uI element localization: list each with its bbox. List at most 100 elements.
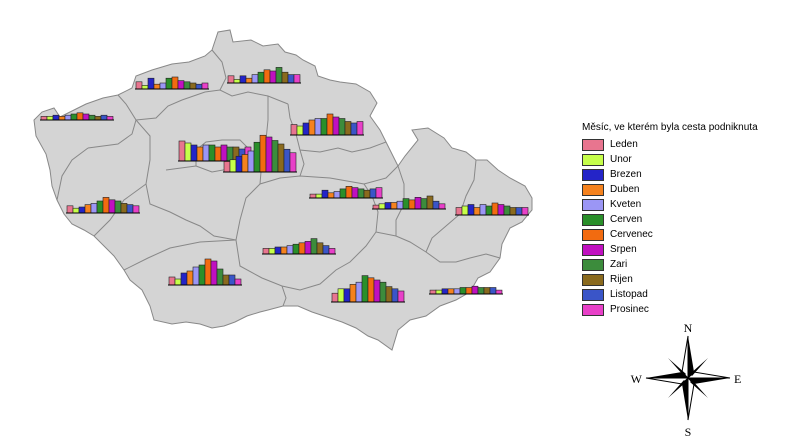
bar-chart-jihocesky <box>168 258 242 286</box>
legend-label: Prosinec <box>610 304 649 315</box>
bar <box>180 272 188 286</box>
bar <box>320 118 328 136</box>
bar <box>184 142 192 162</box>
bar <box>432 200 440 210</box>
bar <box>239 75 247 84</box>
bar <box>108 199 116 214</box>
bar <box>275 67 283 84</box>
bar <box>333 191 341 199</box>
compass-east-label: E <box>734 372 741 386</box>
legend-item: Srpen <box>582 242 787 257</box>
bar <box>302 122 310 136</box>
bar <box>316 242 324 255</box>
bar <box>229 159 237 173</box>
legend-swatch <box>582 153 604 166</box>
bar <box>338 118 346 136</box>
compass-arm-icon <box>682 378 688 420</box>
bar <box>257 71 265 84</box>
bar <box>479 204 487 216</box>
bar <box>339 188 347 199</box>
bar <box>234 278 242 286</box>
bar <box>72 207 80 214</box>
bar <box>497 204 505 216</box>
bar <box>280 246 288 255</box>
bar <box>489 287 497 295</box>
bar <box>70 113 78 121</box>
bar <box>274 246 282 255</box>
bar-chart-zlinsky <box>429 285 503 295</box>
bar <box>102 197 110 214</box>
legend-label: Cervenec <box>610 229 653 240</box>
bar <box>263 69 271 84</box>
bar <box>183 81 191 90</box>
bar <box>208 144 216 162</box>
bar <box>369 188 377 199</box>
legend-swatch <box>582 288 604 301</box>
bar <box>202 144 210 162</box>
bar <box>328 248 336 255</box>
bar <box>220 144 228 162</box>
bar <box>82 113 90 121</box>
legend-item: Unor <box>582 152 787 167</box>
bar <box>281 71 289 84</box>
compass-arm-icon <box>646 372 688 378</box>
bar <box>390 202 398 210</box>
bar <box>114 200 122 214</box>
bar <box>201 82 209 90</box>
bar <box>331 292 339 303</box>
bar <box>372 204 380 210</box>
legend-label: Unor <box>610 154 632 165</box>
compass-arm-icon <box>668 358 686 376</box>
legend-swatch <box>582 168 604 181</box>
bar-chart-pardubicky <box>309 186 383 199</box>
bar <box>455 207 463 216</box>
legend-label: Rijen <box>610 274 633 285</box>
region-borders <box>56 49 501 307</box>
bar <box>310 238 318 255</box>
bar <box>465 287 473 295</box>
bar-chart-vysocina <box>262 238 336 255</box>
bar <box>100 114 108 121</box>
bar <box>96 200 104 214</box>
country-outline <box>33 29 533 351</box>
bar <box>357 188 365 199</box>
bar <box>58 116 66 121</box>
bar <box>304 241 312 255</box>
bar <box>216 268 224 286</box>
compass-west-label: W <box>631 372 643 386</box>
bar <box>46 116 54 121</box>
legend-item: Rijen <box>582 272 787 287</box>
bar <box>262 248 270 255</box>
bar <box>227 75 235 84</box>
bar <box>186 270 194 286</box>
legend-item: Prosinec <box>582 302 787 317</box>
legend-swatch <box>582 213 604 226</box>
bar <box>355 281 363 303</box>
bar <box>327 192 335 199</box>
bar <box>204 258 212 286</box>
compass-south-label: S <box>685 425 692 439</box>
bar <box>223 161 231 173</box>
bar <box>408 199 416 210</box>
bar <box>178 140 186 162</box>
bar <box>241 154 249 173</box>
bar <box>84 204 92 214</box>
bar-chart-kralovehradecky <box>290 113 364 136</box>
bar <box>471 285 479 295</box>
legend-item: Cerven <box>582 212 787 227</box>
bar <box>309 193 317 199</box>
bar <box>485 205 493 216</box>
legend-swatch <box>582 258 604 271</box>
bar <box>277 143 285 173</box>
bar <box>509 207 517 216</box>
legend-label: Cerven <box>610 214 643 225</box>
legend-swatch <box>582 198 604 211</box>
legend-swatch <box>582 243 604 256</box>
compass-arm-icon <box>668 380 686 398</box>
bar <box>477 287 485 295</box>
bar <box>495 289 503 295</box>
regions-layer <box>33 29 533 351</box>
legend-list: Leden Unor Brezen Duben Kveten Cerven Cervenec… <box>582 137 787 317</box>
bar <box>314 118 322 136</box>
bar <box>384 202 392 210</box>
